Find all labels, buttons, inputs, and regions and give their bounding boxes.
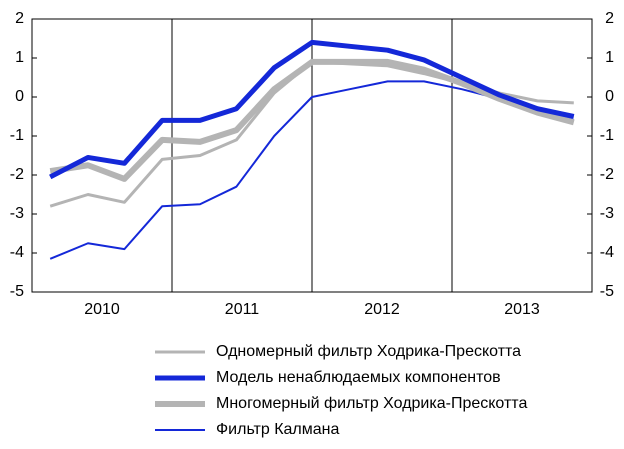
y-tick-label: 2 xyxy=(15,10,24,27)
y2-tick-label: -4 xyxy=(600,244,614,261)
y2-tick-label: -5 xyxy=(600,283,614,300)
y2-tick-label: 0 xyxy=(605,88,614,105)
x-tick-label: 2011 xyxy=(225,301,260,318)
series-line xyxy=(49,39,575,180)
y2-tick-label: -2 xyxy=(600,166,614,183)
y2-tick-label: 1 xyxy=(605,49,614,66)
y-tick-label: -1 xyxy=(10,127,24,144)
y-tick-label: -2 xyxy=(10,166,24,183)
y2-tick-label: -3 xyxy=(600,205,614,222)
legend-label: Фильтр Калмана xyxy=(216,421,339,438)
series-line xyxy=(49,58,575,182)
x-tick-label: 2010 xyxy=(84,301,120,318)
y2-tick-label: 2 xyxy=(605,10,614,27)
y2-tick-label: -1 xyxy=(600,127,614,144)
y-tick-label: -5 xyxy=(10,283,24,300)
x-tick-label: 2013 xyxy=(504,301,540,318)
y-tick-label: -3 xyxy=(10,205,24,222)
y-tick-label: 0 xyxy=(15,88,24,105)
legend-label: Модель ненаблюдаемых компонентов xyxy=(216,369,501,386)
legend-label: Одномерный фильтр Ходрика-Прескотта xyxy=(216,343,521,360)
y-tick-label: 1 xyxy=(15,49,24,66)
x-tick-label: 2012 xyxy=(364,301,400,318)
legend-label: Многомерный фильтр Ходрика-Прескотта xyxy=(216,395,527,412)
y-tick-label: -4 xyxy=(10,244,24,261)
